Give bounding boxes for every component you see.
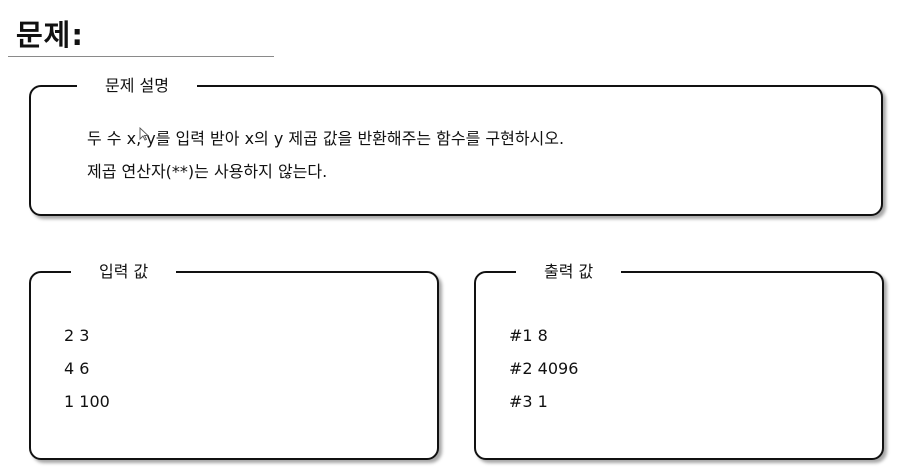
output-line: #2 4096 <box>509 359 579 378</box>
mouse-cursor-icon <box>139 127 149 141</box>
title-divider <box>8 56 274 57</box>
problem-description-box: 문제 설명 두 수 x, y를 입력 받아 x의 y 제곱 값을 반환해주는 함… <box>29 75 883 216</box>
output-line: #3 1 <box>509 392 548 411</box>
input-values-box: 입력 값 2 3 4 6 1 100 <box>29 261 439 460</box>
output-values-label: 출력 값 <box>516 261 622 283</box>
description-line: 두 수 x, y를 입력 받아 x의 y 제곱 값을 반환해주는 함수를 구현하… <box>87 129 565 148</box>
input-line: 4 6 <box>64 359 90 378</box>
input-line: 2 3 <box>64 326 90 345</box>
output-line: #1 8 <box>509 326 548 345</box>
output-values-box: 출력 값 #1 8 #2 4096 #3 1 <box>474 261 884 460</box>
description-line: 제곱 연산자(**)는 사용하지 않는다. <box>87 162 328 181</box>
page-title: 문제: <box>16 18 84 52</box>
input-line: 1 100 <box>64 392 110 411</box>
problem-description-label: 문제 설명 <box>77 75 197 97</box>
input-values-label: 입력 값 <box>71 261 177 283</box>
